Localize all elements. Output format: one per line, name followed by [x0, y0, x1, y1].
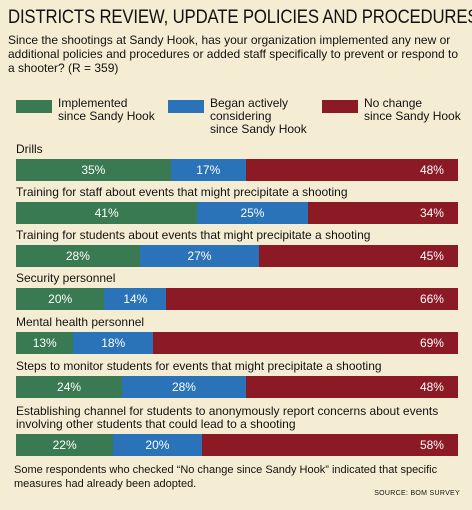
- bar-segment: 34%: [307, 202, 458, 224]
- data-label: 48%: [419, 380, 444, 394]
- bar-segment: 20%: [16, 288, 105, 310]
- data-label: 20%: [145, 438, 170, 452]
- bar-segment: 28%: [16, 245, 140, 267]
- legend-label-line: No change: [364, 96, 423, 110]
- data-label: 58%: [419, 438, 444, 452]
- data-label: 24%: [57, 380, 82, 394]
- category-label: Steps to monitor students for events tha…: [16, 359, 382, 373]
- category-label: Training for students about events that …: [16, 228, 371, 242]
- category-label: involving other students that could lead…: [16, 417, 296, 431]
- stacked-bar: 35% 17% 48%: [16, 159, 458, 181]
- bar-segment: 27%: [139, 245, 260, 267]
- data-label: 35%: [81, 163, 106, 177]
- legend-swatch: [322, 100, 358, 113]
- bar-segment: 66%: [166, 288, 458, 310]
- bar-segment: 13%: [16, 332, 74, 354]
- bar-segment: 48%: [245, 376, 458, 398]
- bar-segment: 20%: [113, 434, 202, 456]
- stacked-bar: 24% 28% 48%: [16, 376, 458, 398]
- data-label: 27%: [187, 249, 212, 263]
- bar-segment: 25%: [197, 202, 308, 224]
- stacked-bar: 41% 25% 34%: [16, 202, 458, 224]
- data-label: 34%: [419, 206, 444, 220]
- source-note: SOURCE: BOM SURVEY: [374, 490, 460, 497]
- legend-label: No change since Sandy Hook: [364, 97, 472, 123]
- bar-segment: 48%: [245, 159, 458, 181]
- legend-label-line: Began actively: [210, 96, 289, 110]
- data-label: 28%: [171, 380, 196, 394]
- legend-label-line: since Sandy Hook: [210, 122, 307, 136]
- bar-segment: 14%: [104, 288, 167, 310]
- data-label: 17%: [196, 163, 221, 177]
- bar-segment: 17%: [170, 159, 246, 181]
- legend-label-line: since Sandy Hook: [364, 109, 461, 123]
- data-label: 45%: [419, 249, 444, 263]
- data-label: 13%: [32, 336, 57, 350]
- data-label: 69%: [419, 336, 444, 350]
- data-label: 48%: [419, 163, 444, 177]
- data-label: 66%: [419, 292, 444, 306]
- category-label: Drills: [16, 142, 43, 156]
- stacked-bar: 13% 18% 69%: [16, 332, 458, 354]
- bar-segment: 24%: [16, 376, 123, 398]
- bar-segment: 18%: [73, 332, 153, 354]
- stacked-bar: 22% 20% 58%: [16, 434, 458, 456]
- bar-segment: 22%: [16, 434, 114, 456]
- data-label: 41%: [94, 206, 119, 220]
- data-label: 18%: [101, 336, 126, 350]
- data-label: 25%: [240, 206, 265, 220]
- stacked-bar: 20% 14% 66%: [16, 288, 458, 310]
- legend-label: Implemented since Sandy Hook: [58, 97, 178, 123]
- chart-title: DISTRICTS REVIEW, UPDATE POLICIES AND PR…: [8, 6, 472, 28]
- legend-label-line: Implemented: [58, 96, 128, 110]
- bar-segment: 58%: [201, 434, 458, 456]
- footnote: Some respondents who checked “No change …: [14, 464, 438, 490]
- bar-segment: 28%: [122, 376, 246, 398]
- bar-segment: 35%: [16, 159, 171, 181]
- data-label: 22%: [52, 438, 77, 452]
- data-label: 14%: [123, 292, 148, 306]
- bar-segment: 69%: [153, 332, 458, 354]
- legend-label-line: since Sandy Hook: [58, 109, 155, 123]
- category-label: Training for staff about events that mig…: [16, 185, 348, 199]
- category-label: Mental health personnel: [16, 315, 145, 329]
- legend-label-line: considering: [210, 109, 272, 123]
- chart-subtitle: Since the shootings at Sandy Hook, has y…: [8, 33, 459, 75]
- bar-segment: 41%: [16, 202, 198, 224]
- legend-swatch: [16, 100, 52, 113]
- category-label: Establishing channel for students to ano…: [16, 404, 439, 418]
- stacked-bar: 28% 27% 45%: [16, 245, 458, 267]
- legend-swatch: [168, 100, 204, 113]
- data-label: 28%: [65, 249, 90, 263]
- data-label: 20%: [48, 292, 73, 306]
- bar-segment: 45%: [259, 245, 458, 267]
- category-label: Security personnel: [16, 271, 116, 285]
- legend-label: Began actively considering since Sandy Hoo…: [210, 97, 330, 136]
